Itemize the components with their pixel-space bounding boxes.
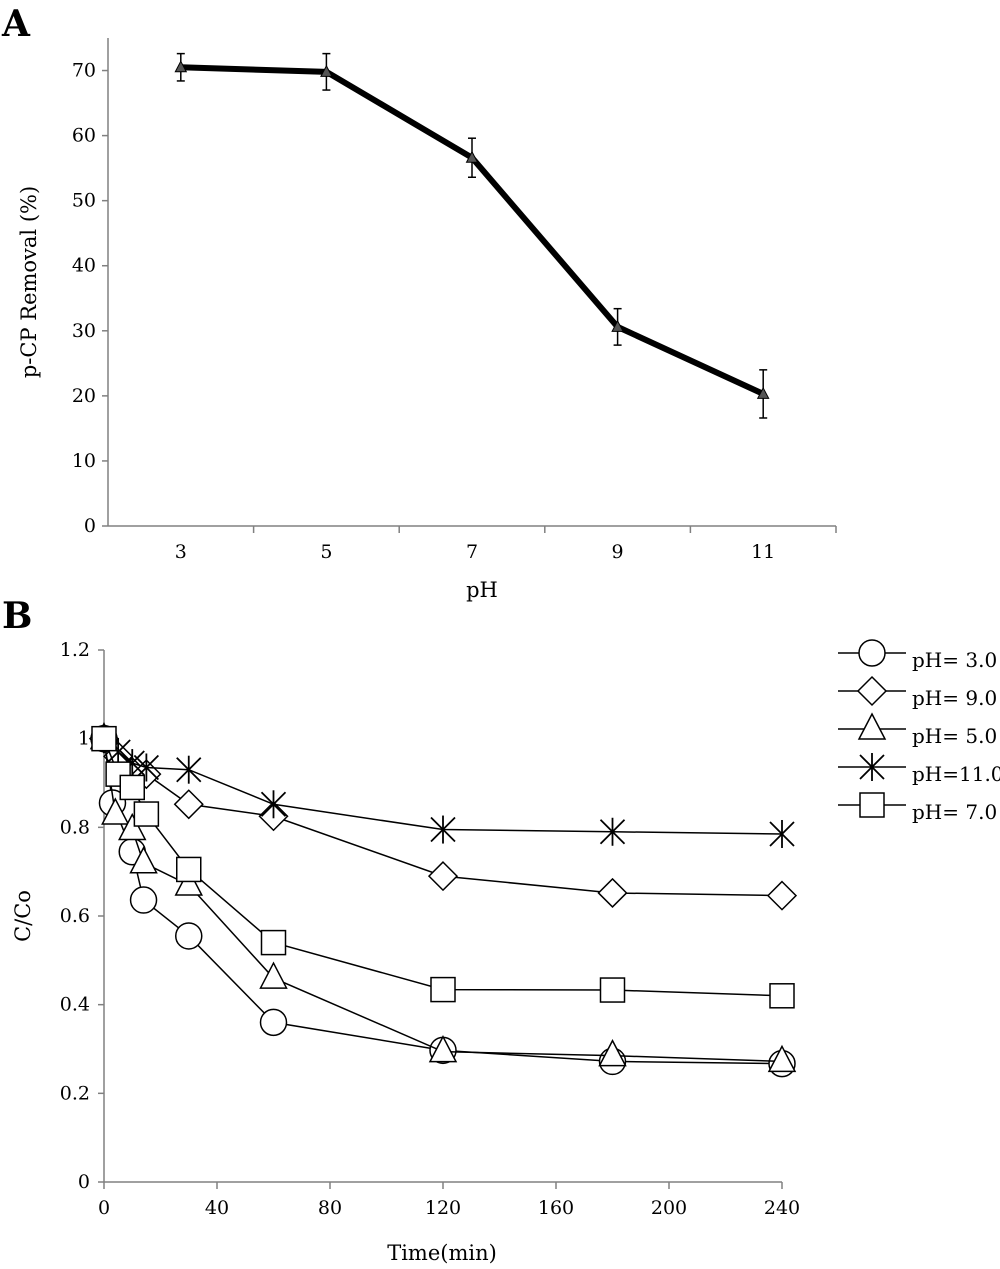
- panel-b-point: [260, 929, 287, 956]
- panel-a-y-tick-label: 60: [72, 125, 96, 147]
- legend-item: pH=11.0: [838, 753, 1000, 786]
- panel-b-point: [101, 797, 130, 825]
- panel-a-letter: A: [1, 3, 31, 45]
- legend-item: pH= 7.0: [838, 792, 997, 824]
- panel-a-x-tick-label: 9: [612, 541, 624, 563]
- panel-b-y-tick-label: 0.8: [60, 816, 90, 838]
- panel-b-point: [174, 868, 203, 896]
- panel-b-x-tick-label: 200: [651, 1197, 687, 1219]
- panel-a-y-tick-label: 40: [72, 255, 96, 277]
- panel-a-y-tick-label: 30: [72, 320, 96, 342]
- panel-b-series-line: [103, 738, 783, 1063]
- legend-marker: [856, 675, 888, 707]
- legend-label: pH=11.0: [912, 762, 1000, 786]
- panel-a-y-tick-label: 10: [72, 450, 96, 472]
- panel-a-point: [611, 319, 624, 332]
- panel-a-point: [174, 60, 188, 73]
- legend-item: pH= 3.0: [838, 639, 997, 672]
- panel-a-y-ticks: 0 10 20 30 40 50 60 70: [72, 60, 108, 537]
- panel-b-x-tick-label: 160: [538, 1197, 574, 1219]
- panel-b-series-triangle: [89, 722, 797, 1073]
- panel-b-point: [176, 755, 202, 784]
- panel-b-point: [118, 812, 147, 841]
- panel-b-point: [599, 977, 626, 1003]
- panel-b-x-tick-label: 120: [425, 1197, 461, 1219]
- legend-marker: [858, 639, 886, 667]
- panel-b-series: [88, 722, 798, 1078]
- panel-b-y-ticks: 0 0.2 0.4 0.6 0.8 1 1.2: [60, 639, 104, 1193]
- panel-b-point: [428, 1035, 458, 1063]
- panel-b-series-star: [91, 724, 795, 848]
- panel-b-x-tick-label: 240: [764, 1197, 800, 1219]
- panel-b-y-label: C/Co: [11, 890, 35, 942]
- panel-a-point: [320, 64, 333, 77]
- panel-b-y-tick-label: 0.4: [60, 994, 90, 1016]
- panel-b-y-tick-label: 1.2: [60, 639, 90, 661]
- panel-a-y-tick-label: 50: [72, 190, 96, 212]
- panel-b-point: [173, 789, 204, 820]
- panel-b-point: [599, 817, 626, 846]
- panel-b-x-tick-label: 80: [318, 1197, 342, 1219]
- panel-a-x-tick-label: 11: [751, 541, 775, 563]
- panel-b-point: [769, 983, 795, 1009]
- panel-a-x-tick-label: 5: [320, 541, 332, 563]
- panel-b-point: [597, 877, 628, 909]
- panel-b-x-label: Time(min): [387, 1241, 497, 1265]
- panel-b-point: [766, 880, 798, 911]
- panel-b-point: [430, 976, 456, 1003]
- panel-b-x-tick-label: 40: [205, 1197, 229, 1219]
- panel-b-point: [427, 861, 459, 892]
- panel-b-point: [598, 1039, 627, 1067]
- panel-b-series-line: [103, 738, 783, 1065]
- panel-b-y-tick-label: 0: [78, 1171, 90, 1193]
- legend-item: pH= 9.0: [838, 675, 997, 710]
- legend-marker: [857, 712, 887, 740]
- panel-a-point: [465, 150, 479, 163]
- panel-b-point: [260, 790, 287, 819]
- panel-a: A 0 10 20 30 40 50 60 70 3 5 7 9 11 pH p-CP Removal…: [1, 3, 837, 602]
- panel-b-x-ticks: 0 40 80 120 160 200 240: [98, 1182, 800, 1219]
- panel-b-point: [767, 1044, 797, 1073]
- panel-a-y-tick-label: 20: [72, 385, 96, 407]
- panel-b-series-square: [91, 725, 795, 1009]
- legend-marker: [859, 753, 885, 781]
- panel-b: B 0 0.2 0.4 0.6 0.8 1 1.2 0 40 80 120 160 200 240 pH…: [2, 595, 1000, 1265]
- panel-b-y-tick-label: 0.6: [60, 905, 90, 927]
- panel-a-x-label: pH: [466, 578, 498, 602]
- legend-label: pH= 3.0: [912, 648, 997, 672]
- panel-b-point: [129, 886, 158, 914]
- panel-b-y-tick-label: 0.2: [60, 1082, 90, 1104]
- panel-a-y-tick-label: 70: [72, 60, 96, 82]
- panel-a-x-tick-label: 7: [466, 541, 478, 563]
- panel-a-point: [756, 386, 770, 399]
- panel-b-point: [119, 774, 145, 801]
- panel-b-y-tick-label: 1: [78, 728, 90, 750]
- panel-a-y-label: p-CP Removal (%): [17, 186, 41, 378]
- legend-label: pH= 7.0: [912, 800, 997, 824]
- panel-b-point: [91, 725, 117, 752]
- panel-b-point: [176, 856, 202, 883]
- panel-b-point: [430, 815, 456, 844]
- legend-marker: [859, 792, 885, 818]
- legend-label: pH= 9.0: [912, 686, 997, 710]
- panel-b-point: [259, 961, 288, 989]
- panel-b-point: [129, 846, 158, 874]
- panel-b-x-tick-label: 0: [98, 1197, 110, 1219]
- panel-b-point: [105, 761, 131, 787]
- panel-b-point: [133, 801, 160, 827]
- panel-b-legend: pH= 3.0 pH= 9.0 pH= 5.0 pH=11.0 pH= 7.0: [838, 639, 1000, 824]
- panel-b-point: [175, 922, 203, 950]
- panel-b-point: [259, 1008, 288, 1037]
- panel-a-series: [174, 52, 770, 419]
- panel-a-y-tick-label: 0: [84, 515, 96, 537]
- panel-b-letter: B: [2, 595, 32, 637]
- panel-a-line: [180, 64, 765, 397]
- panel-a-x-tick-label: 3: [175, 541, 187, 563]
- panel-b-point: [769, 819, 795, 848]
- legend-label: pH= 5.0: [912, 724, 997, 748]
- panel-a-x-ticks: 3 5 7 9 11: [175, 526, 837, 563]
- legend-item: pH= 5.0: [838, 712, 997, 748]
